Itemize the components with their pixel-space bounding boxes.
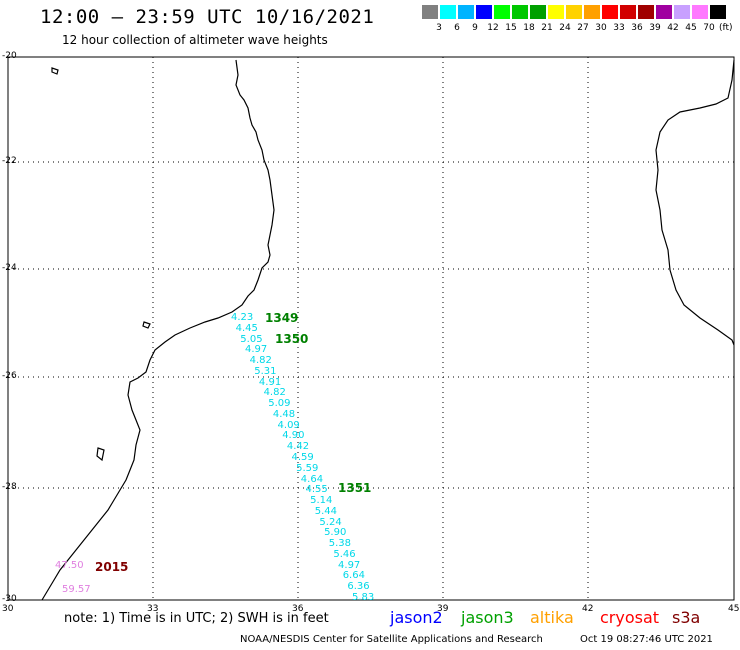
swh-value: 4.82 bbox=[263, 387, 286, 399]
lat-tick-label: -24 bbox=[2, 263, 17, 273]
pass-number: 2015 bbox=[95, 560, 129, 574]
scale-label: 18 bbox=[523, 23, 535, 33]
scale-label: 15 bbox=[505, 23, 517, 33]
scale-swatch bbox=[638, 5, 654, 19]
swh-value: 6.64 bbox=[342, 570, 365, 582]
swh-value: 4.64 bbox=[300, 473, 324, 485]
scale-swatch bbox=[566, 5, 582, 19]
swh-value: 4.90 bbox=[282, 430, 305, 442]
madagascar-coastline bbox=[655, 59, 735, 346]
lon-tick-label: 42 bbox=[582, 604, 594, 614]
legend-entry: jason3 bbox=[461, 608, 514, 627]
swh-value: 5.38 bbox=[328, 538, 351, 550]
legend-entry: cryosat bbox=[600, 608, 660, 627]
swh-value: 5.05 bbox=[240, 333, 263, 345]
lat-tick-label: -30 bbox=[2, 594, 17, 604]
lon-tick-label: 45 bbox=[728, 604, 740, 614]
scale-swatch bbox=[620, 5, 636, 19]
scale-label: 24 bbox=[559, 23, 571, 33]
credit-line: NOAA/NESDIS Center for Satellite Applica… bbox=[240, 634, 543, 645]
lon-tick-label: 39 bbox=[437, 604, 449, 614]
swh-value: 5.59 bbox=[296, 462, 319, 474]
swh-value: 4.48 bbox=[272, 408, 296, 420]
pass-number: 1350 bbox=[275, 332, 309, 346]
swh-value: 47.50 bbox=[55, 560, 84, 571]
scale-swatch bbox=[494, 5, 510, 19]
scale-swatch bbox=[530, 5, 546, 19]
island-outline bbox=[51, 67, 59, 75]
island-outline bbox=[142, 321, 151, 329]
scale-label: 42 bbox=[667, 23, 679, 33]
lat-tick-label: -26 bbox=[2, 371, 17, 381]
scale-swatch bbox=[512, 5, 528, 19]
swh-value: 4.91 bbox=[258, 376, 282, 388]
swh-value: 5.31 bbox=[254, 365, 277, 377]
swh-value: 59.57 bbox=[62, 584, 91, 595]
map-frame bbox=[7, 56, 735, 601]
swh-value: 5.46 bbox=[333, 548, 356, 560]
scale-label: 9 bbox=[472, 23, 478, 33]
scale-label: 21 bbox=[541, 23, 553, 33]
legend-entry: s3a bbox=[672, 608, 701, 627]
swh-value: 5.09 bbox=[268, 398, 291, 410]
legend-entry: jason2 bbox=[390, 608, 443, 627]
lon-tick-label: 30 bbox=[2, 604, 14, 614]
swh-value: 4.55 bbox=[305, 484, 328, 496]
scale-label: 70 bbox=[703, 23, 715, 33]
scale-swatch bbox=[692, 5, 708, 19]
pass-number: 1349 bbox=[265, 311, 299, 325]
lon-tick-label: 36 bbox=[292, 604, 304, 614]
scale-swatch bbox=[440, 5, 456, 19]
scale-swatch bbox=[476, 5, 492, 19]
swh-value: 4.23 bbox=[231, 312, 254, 323]
scale-swatch bbox=[674, 5, 690, 19]
scale-label: 39 bbox=[649, 23, 661, 33]
scale-label: 12 bbox=[487, 23, 499, 33]
scale-label: 36 bbox=[631, 23, 643, 33]
scale-label: 30 bbox=[595, 23, 607, 33]
map-grid bbox=[8, 57, 734, 600]
swh-value: 5.14 bbox=[310, 495, 333, 507]
scale-swatch bbox=[710, 5, 726, 19]
scale-unit: (ft) bbox=[719, 23, 733, 33]
swh-value: 5.90 bbox=[324, 527, 347, 539]
scale-label: 6 bbox=[454, 23, 460, 33]
scale-swatch bbox=[602, 5, 618, 19]
scale-swatch bbox=[656, 5, 672, 19]
swh-value: 4.97 bbox=[338, 559, 361, 571]
map-title: 12:00 — 23:59 UTC 10/16/2021 bbox=[40, 6, 375, 28]
scale-label: 27 bbox=[577, 23, 589, 33]
swh-value: 4.59 bbox=[291, 452, 314, 463]
lat-tick-label: -20 bbox=[2, 51, 17, 61]
swh-value: 4.97 bbox=[244, 344, 268, 356]
scale-swatch bbox=[422, 5, 438, 19]
lat-tick-label: -22 bbox=[2, 156, 17, 166]
island-outline bbox=[96, 447, 105, 462]
swh-value: 5.83 bbox=[352, 592, 375, 603]
generated-time: Oct 19 08:27:46 UTC 2021 bbox=[580, 634, 713, 645]
map-subtitle: 12 hour collection of altimeter wave hei… bbox=[62, 33, 328, 47]
lon-tick-label: 33 bbox=[147, 604, 159, 614]
scale-label: 3 bbox=[436, 23, 442, 33]
scale-label: 45 bbox=[685, 23, 697, 33]
map-note: note: 1) Time is in UTC; 2) SWH is in fe… bbox=[64, 611, 329, 626]
scale-label: 33 bbox=[613, 23, 625, 33]
swh-value: 4.45 bbox=[235, 322, 258, 334]
scale-swatch bbox=[548, 5, 564, 19]
swh-value: 4.42 bbox=[286, 441, 310, 453]
swh-value: 4.09 bbox=[277, 419, 300, 431]
scale-swatch bbox=[458, 5, 474, 19]
african-coastline bbox=[41, 59, 275, 601]
legend-entry: altika bbox=[530, 608, 574, 627]
swh-value: 5.44 bbox=[314, 505, 338, 517]
swh-value: 4.82 bbox=[249, 355, 272, 367]
scale-swatch bbox=[584, 5, 600, 19]
swh-value: 5.24 bbox=[319, 516, 342, 528]
lat-tick-label: -28 bbox=[2, 482, 17, 492]
swh-value: 6.36 bbox=[347, 581, 370, 593]
pass-number: 1351 bbox=[338, 481, 372, 495]
